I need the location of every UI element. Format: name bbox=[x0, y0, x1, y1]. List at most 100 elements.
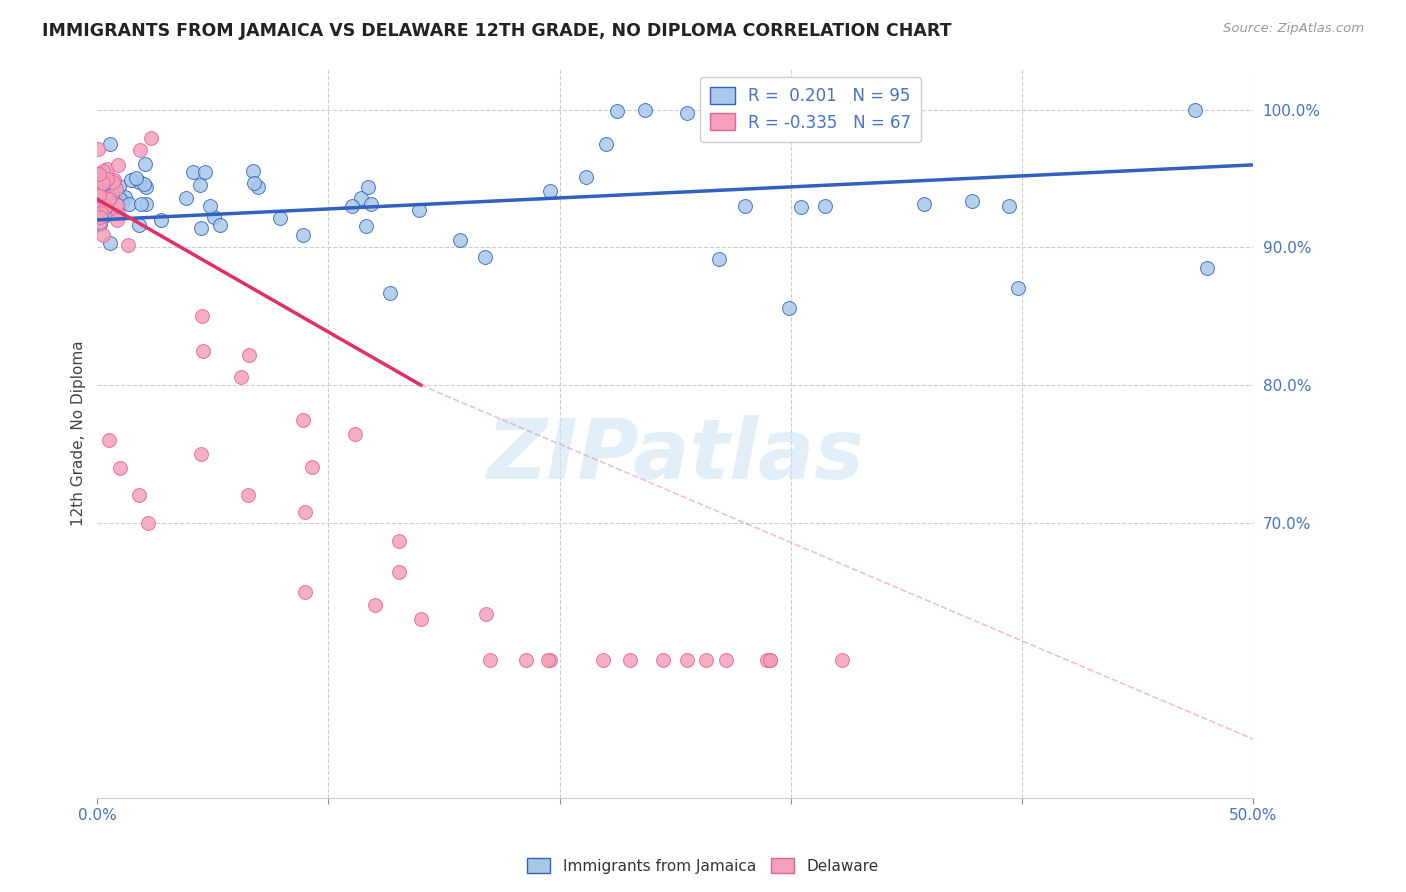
Point bbox=[269, 211, 291, 226]
Point bbox=[200, 199, 222, 213]
Point bbox=[478, 653, 501, 667]
Point bbox=[98, 201, 121, 215]
Point bbox=[91, 164, 114, 178]
Point bbox=[675, 653, 697, 667]
Point bbox=[98, 194, 121, 209]
Point bbox=[89, 217, 111, 231]
Point bbox=[87, 184, 110, 198]
Point bbox=[103, 205, 125, 219]
Point bbox=[129, 197, 152, 211]
Point bbox=[301, 460, 323, 475]
Point bbox=[89, 210, 111, 224]
Point bbox=[111, 195, 134, 210]
Point bbox=[97, 199, 120, 213]
Point bbox=[94, 176, 117, 190]
Point bbox=[91, 227, 114, 242]
Point bbox=[291, 227, 314, 242]
Point bbox=[132, 178, 155, 192]
Point bbox=[98, 199, 121, 213]
Point bbox=[101, 187, 124, 202]
Point bbox=[90, 188, 112, 202]
Point bbox=[449, 233, 471, 247]
Point bbox=[98, 137, 121, 152]
Point bbox=[619, 653, 641, 667]
Point bbox=[100, 178, 122, 193]
Point bbox=[354, 219, 377, 233]
Point bbox=[107, 205, 129, 219]
Point bbox=[409, 612, 432, 626]
Point bbox=[1184, 103, 1206, 117]
Point bbox=[790, 200, 813, 214]
Point bbox=[91, 195, 114, 210]
Point bbox=[759, 653, 782, 667]
Point bbox=[114, 190, 136, 204]
Point bbox=[89, 195, 111, 210]
Point bbox=[87, 167, 110, 181]
Point bbox=[97, 433, 120, 447]
Point bbox=[98, 183, 121, 197]
Point bbox=[388, 533, 411, 548]
Point bbox=[707, 252, 730, 267]
Point bbox=[91, 169, 114, 184]
Point bbox=[695, 653, 717, 667]
Point bbox=[128, 488, 150, 502]
Point bbox=[94, 173, 117, 187]
Point bbox=[209, 219, 232, 233]
Point bbox=[89, 214, 111, 228]
Point bbox=[357, 180, 380, 194]
Point bbox=[575, 169, 598, 184]
Point bbox=[94, 191, 117, 205]
Point bbox=[125, 171, 148, 186]
Point bbox=[675, 105, 697, 120]
Point bbox=[1007, 281, 1029, 295]
Point bbox=[193, 343, 215, 358]
Point bbox=[90, 205, 112, 219]
Point bbox=[475, 607, 498, 622]
Point bbox=[110, 192, 132, 206]
Point bbox=[380, 285, 402, 300]
Point bbox=[94, 198, 117, 212]
Point bbox=[89, 187, 111, 202]
Point bbox=[652, 653, 675, 667]
Point bbox=[128, 175, 150, 189]
Point bbox=[93, 176, 115, 190]
Point bbox=[89, 207, 111, 221]
Point bbox=[120, 173, 142, 187]
Point bbox=[814, 199, 837, 213]
Point bbox=[128, 143, 150, 157]
Point bbox=[136, 516, 159, 530]
Point bbox=[89, 194, 111, 208]
Point bbox=[350, 191, 373, 205]
Point bbox=[103, 175, 125, 189]
Point bbox=[515, 653, 537, 667]
Point bbox=[364, 599, 387, 613]
Point bbox=[96, 162, 118, 177]
Point bbox=[87, 186, 110, 201]
Point bbox=[105, 197, 128, 211]
Point bbox=[91, 210, 114, 224]
Point bbox=[191, 310, 214, 324]
Point bbox=[538, 653, 561, 667]
Point bbox=[141, 130, 163, 145]
Point bbox=[194, 164, 217, 178]
Point bbox=[94, 197, 117, 211]
Point bbox=[759, 653, 782, 667]
Point bbox=[135, 179, 157, 194]
Point bbox=[89, 174, 111, 188]
Point bbox=[229, 370, 252, 384]
Point bbox=[107, 198, 129, 212]
Point bbox=[117, 238, 139, 252]
Point bbox=[91, 207, 114, 221]
Point bbox=[96, 199, 118, 213]
Point bbox=[595, 137, 617, 152]
Point bbox=[128, 219, 150, 233]
Point bbox=[592, 653, 614, 667]
Point bbox=[538, 184, 561, 198]
Point bbox=[998, 199, 1021, 213]
Point bbox=[87, 216, 110, 230]
Point bbox=[98, 236, 121, 251]
Text: ZIPatlas: ZIPatlas bbox=[486, 415, 865, 496]
Point bbox=[360, 196, 382, 211]
Point bbox=[292, 413, 315, 427]
Point bbox=[134, 157, 156, 171]
